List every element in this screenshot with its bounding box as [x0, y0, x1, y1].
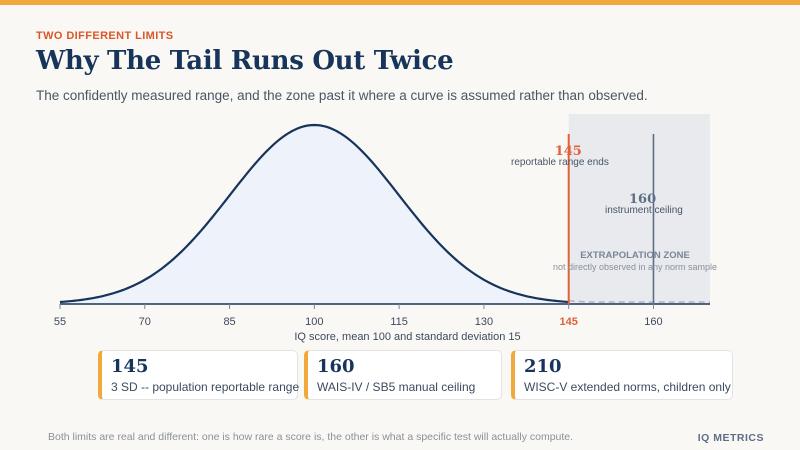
stat-card-label: WISC-V extended norms, children only [524, 380, 731, 394]
x-axis-title: IQ score, mean 100 and standard deviatio… [294, 331, 521, 343]
extrapolated-tail [568, 300, 710, 303]
stat-card-value: 210 [524, 356, 562, 377]
x-tick-label: 160 [644, 316, 662, 328]
extrapolation-zone [568, 114, 710, 304]
curve-area [60, 125, 569, 304]
x-tick-label: 100 [305, 316, 323, 328]
reportable-label: reportable range ends [511, 157, 609, 168]
eyebrow-label: TWO DIFFERENT LIMITS [36, 30, 174, 42]
x-tick-label: 85 [223, 316, 235, 328]
x-tick-label: 70 [139, 316, 151, 328]
x-tick-label: 145 [560, 316, 578, 328]
stat-card-value: 160 [317, 356, 355, 377]
stat-card-value: 145 [111, 356, 149, 377]
zone-title: EXTRAPOLATION ZONE [580, 250, 690, 261]
top-accent-bar [0, 0, 800, 5]
stat-card-ceiling: 160 WAIS-IV / SB5 manual ceiling [304, 350, 502, 400]
stat-card-extended: 210 WISC-V extended norms, children only [511, 350, 733, 400]
x-tick-label: 55 [54, 316, 66, 328]
ceiling-label: instrument ceiling [605, 205, 683, 216]
reportable-value-label: 145 [555, 144, 582, 159]
page-subtitle: The confidently measured range, and the … [36, 88, 648, 103]
zone-note: not directly observed in any norm sample [553, 262, 717, 272]
ceiling-value-label: 160 [629, 192, 656, 207]
stat-card-reportable: 145 3 SD -- population reportable range [98, 350, 300, 400]
x-tick-label: 115 [390, 316, 408, 328]
footnote: Both limits are real and different: one … [48, 431, 574, 443]
brand-logo-text: IQ METRICS [697, 432, 764, 444]
curve-line [59, 123, 569, 304]
stat-card-label: WAIS-IV / SB5 manual ceiling [317, 380, 476, 394]
page-title: Why The Tail Runs Out Twice [36, 46, 454, 76]
stat-card-label: 3 SD -- population reportable range [111, 380, 300, 394]
x-tick-label: 130 [475, 316, 493, 328]
